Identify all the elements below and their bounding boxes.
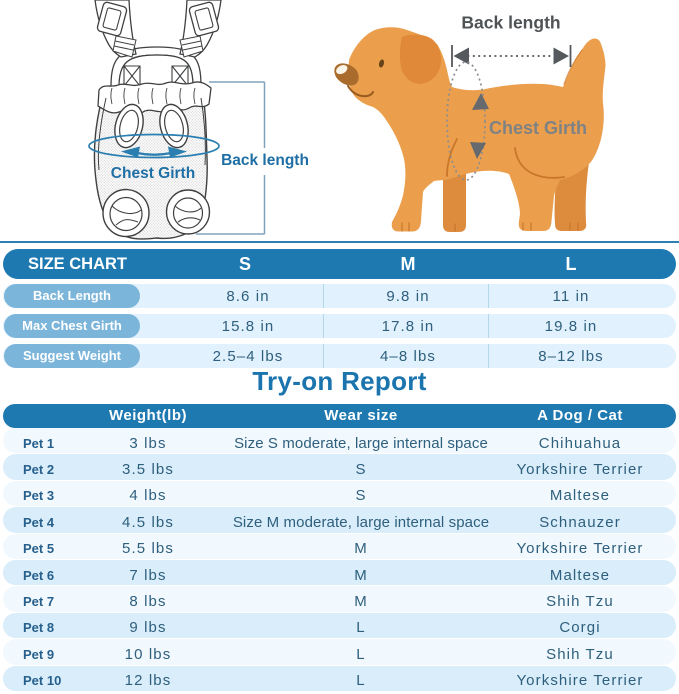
svg-text:Chest Girth: Chest Girth — [111, 165, 195, 182]
svg-text:Chest Girth: Chest Girth — [489, 118, 587, 138]
svg-text:Back length: Back length — [461, 13, 560, 33]
svg-text:Back length: Back length — [221, 152, 309, 169]
